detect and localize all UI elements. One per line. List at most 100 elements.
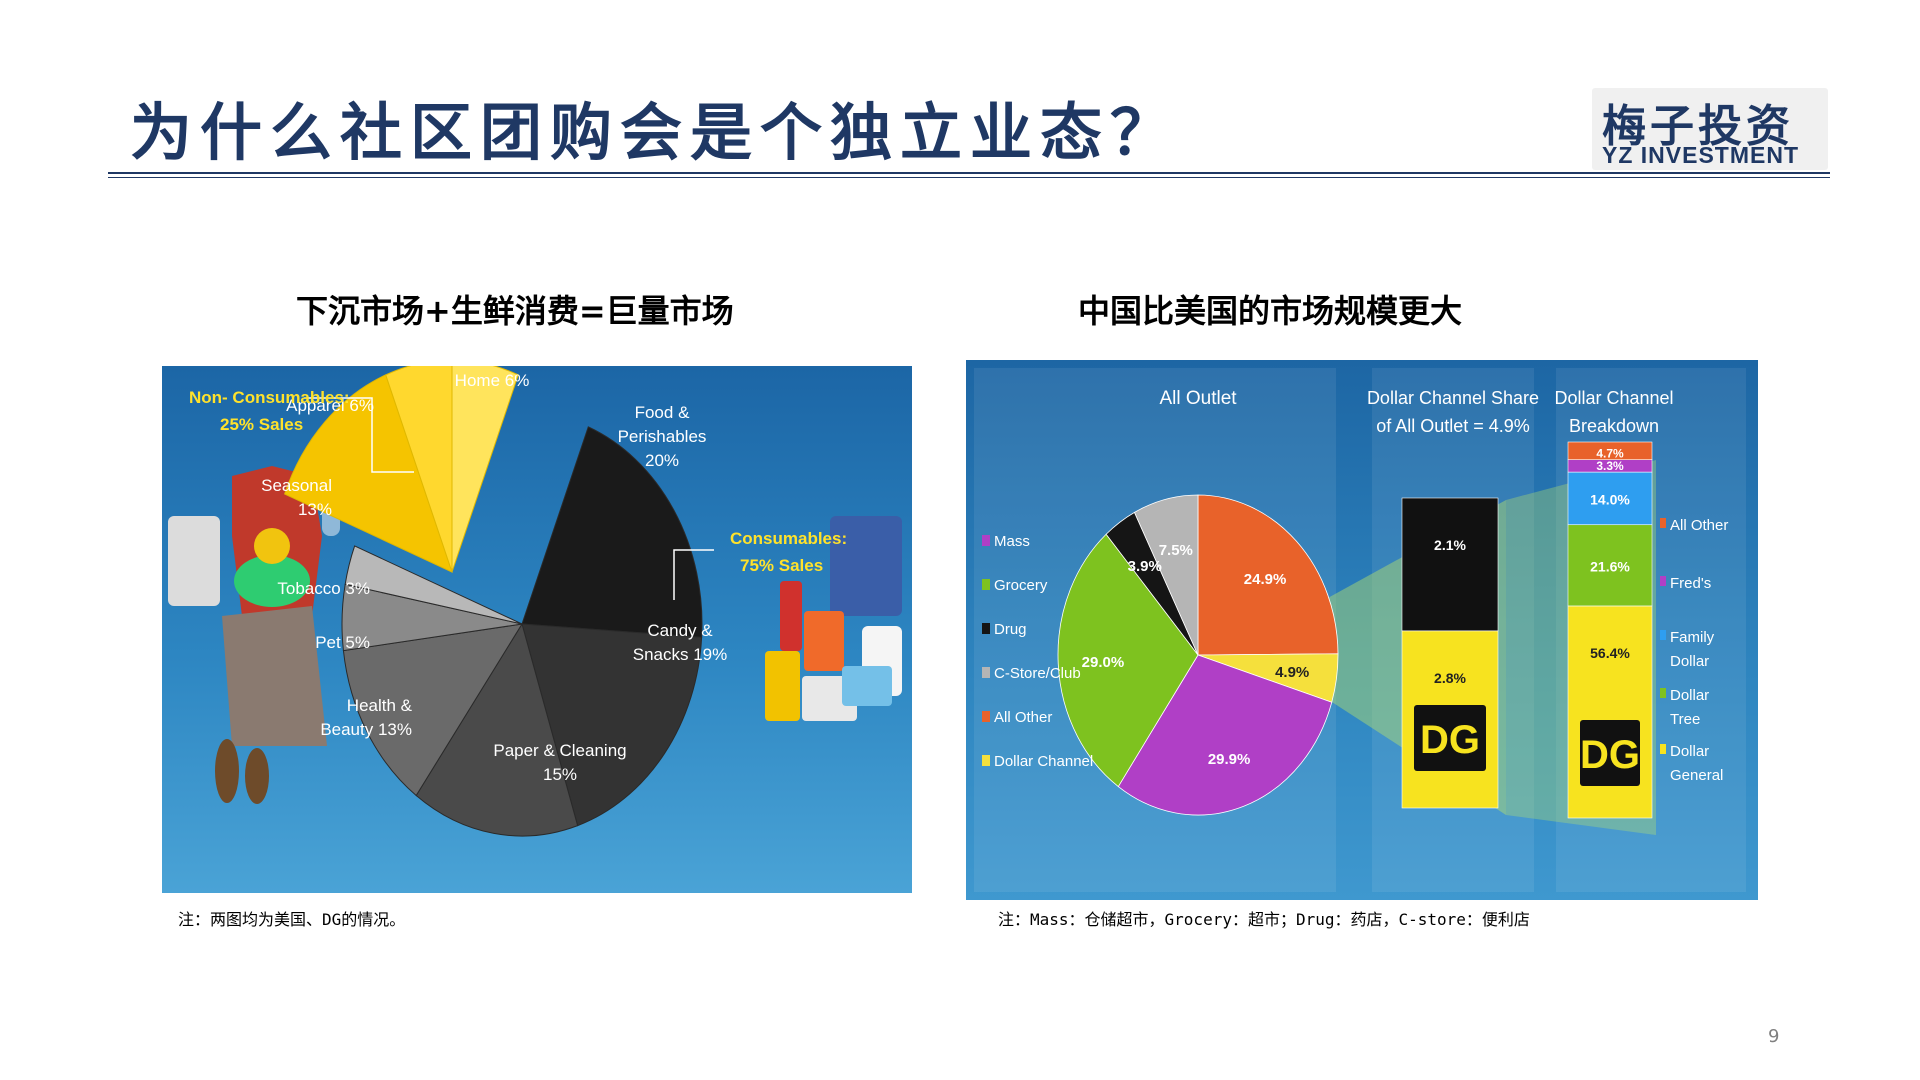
breakdown-legend-label-all-other: All Other — [1670, 517, 1728, 534]
legend-label-dollar-channel: Dollar Channel — [994, 753, 1093, 770]
pie-slice-tobacco — [344, 545, 523, 625]
legend-label-all-other: All Other — [994, 709, 1052, 726]
legend-label-drug: Drug — [994, 621, 1027, 638]
pie-slice-paper-cleaning — [415, 622, 579, 837]
breakdown-legend-swatch-family-dollar — [1660, 630, 1666, 640]
breakdown-legend-swatch-dollar-tree — [1660, 688, 1666, 698]
breakdown-value-all-other: 4.7% — [1596, 447, 1624, 461]
pie-slice-candy-snacks — [521, 623, 703, 827]
breakdown-segment-family-dollar — [1567, 471, 1653, 526]
easter-basket-illustration — [234, 555, 310, 607]
all-outlet-pie — [1057, 494, 1339, 816]
legend-swatch-mass — [982, 535, 990, 546]
breakdown-segment-all-other — [1567, 441, 1653, 460]
title-divider-thin — [108, 177, 1830, 178]
legend-swatch-c-store-club — [982, 667, 990, 678]
dollar-share-title-line2: of All Outlet = 4.9% — [1376, 416, 1530, 436]
non-consumables-callout-line — [304, 397, 414, 473]
breakdown-legend-label-dollar-general: Dollar General — [1670, 743, 1723, 784]
share-dg-badge — [1414, 705, 1486, 771]
pie-labels: Home 6% Food & Perishables 20% Candy & Snacks… — [261, 371, 727, 784]
sandal-illustration — [215, 739, 239, 803]
non-consumables-callout: Non- Consumables: — [189, 388, 350, 407]
pie-label-seasonal: Seasonal 13% — [261, 476, 332, 519]
right-chart-subtitle: 中国比美国的市场规模更大 — [1078, 292, 1463, 330]
breakdown-legend-swatch-fred-s — [1660, 576, 1666, 586]
legend-label-c-store-club: C-Store/Club — [994, 665, 1081, 682]
breakdown-title-line1: Dollar Channel — [1554, 388, 1673, 408]
share-value-other-dollar: 2.1% — [1434, 537, 1466, 553]
share-dg-badge-text: DG — [1420, 718, 1480, 762]
sandal-illustration-2 — [245, 748, 269, 804]
pie-label-tobacco: Tobacco 3% — [277, 579, 370, 598]
outlet-label-drug: 3.9% — [1128, 558, 1162, 575]
title-divider — [108, 172, 1830, 174]
breakdown-value-dollar-tree: 21.6% — [1590, 558, 1630, 574]
non-consumables-callout-share: 25% Sales — [220, 415, 303, 434]
slide-title: 为什么社区团购会是个独立业态？ — [130, 96, 1181, 169]
breakdown-value-dollar-general: 56.4% — [1590, 645, 1630, 661]
chips-illustration — [765, 651, 800, 721]
right-chart-footnote: 注：Mass：仓储超市，Grocery：超市；Drug：药店，C-store：便… — [998, 910, 1530, 929]
breakdown-value-fred-s: 3.3% — [1596, 459, 1624, 473]
dg-category-pie-chart: Home 6% Food & Perishables 20% Candy & Snacks… — [168, 366, 902, 837]
breakdown-legend-label-fred-s: Fred's — [1670, 575, 1711, 592]
pie-label-pet: Pet 5% — [315, 633, 370, 652]
logo-english-text: YZ INVESTMENT — [1602, 142, 1800, 168]
breakdown-title-line2: Breakdown — [1569, 416, 1659, 436]
breakdown-value-family-dollar: 14.0% — [1590, 491, 1630, 507]
breakdown-dg-badge-text: DG — [1580, 733, 1640, 777]
dog-food-illustration — [830, 516, 902, 616]
breakdown-legend: All Other Fred's Family Dollar Dollar Tree Dol… — [1660, 517, 1728, 784]
pie-label-food-perishables: Food & Perishables 20% — [618, 403, 707, 470]
pie-label-health-beauty: Health & Beauty 13% — [320, 696, 412, 739]
outlet-slice-all-other — [1197, 494, 1339, 656]
left-chart-footnote: 注：两图均为美国、DG的情况。 — [178, 910, 406, 929]
pie-slice-apparel — [385, 366, 453, 573]
pie-label-apparel: Apparel 6% — [286, 396, 374, 415]
towels-illustration — [168, 516, 220, 606]
dg-category-chart-panel: Home 6% Food & Perishables 20% Candy & Snacks… — [162, 366, 912, 893]
outlet-label-dollar-channel: 4.9% — [1275, 664, 1309, 681]
outlet-label-c-store-club: 7.5% — [1159, 542, 1193, 559]
outlet-slice-grocery — [1057, 533, 1199, 788]
legend-label-grocery: Grocery — [994, 577, 1048, 594]
breakdown-legend-label-dollar-tree: Dollar Tree — [1670, 687, 1709, 728]
outlet-slice-c-store-club — [1133, 494, 1199, 656]
breakdown-legend-swatch-dollar-general — [1660, 744, 1666, 754]
skirt-illustration — [222, 606, 327, 746]
pie-slice-seasonal — [284, 374, 453, 573]
outlet-label-grocery: 29.0% — [1082, 654, 1125, 671]
breakdown-legend-swatch-all-other — [1660, 518, 1666, 528]
outlet-slice-mass — [1117, 654, 1333, 816]
pie-label-paper-cleaning: Paper & Cleaning 15% — [493, 741, 626, 784]
paper-towel-illustration — [842, 666, 892, 706]
logo-chinese-text: 梅子投资 — [1602, 101, 1794, 152]
page-number: 9 — [1768, 1026, 1780, 1047]
pie-slices — [284, 366, 703, 837]
pie-slice-home — [451, 366, 519, 573]
breakdown-segment-dollar-general — [1567, 605, 1653, 819]
detergent-illustration — [804, 611, 844, 671]
consumables-callout: Consumables: — [730, 529, 847, 548]
breakdown-dg-badge — [1580, 720, 1640, 786]
share-segment-other-dollar — [1401, 497, 1499, 632]
company-logo: 梅子投资 YZ INVESTMENT — [1592, 88, 1828, 170]
all-outlet-title: All Outlet — [1159, 388, 1237, 409]
consumables-callout-line — [673, 549, 714, 600]
outlet-label-all-other: 24.9% — [1244, 571, 1287, 588]
legend-swatch-drug — [982, 623, 990, 634]
outlet-share-chart-panel: All Outlet Dollar Channel Share of All O… — [966, 360, 1758, 900]
left-chart-subtitle: 下沉市场+生鲜消费=巨量市场 — [296, 292, 734, 330]
outlet-label-mass: 29.9% — [1208, 751, 1251, 768]
outlet-share-chart: All Outlet Dollar Channel Share of All O… — [974, 368, 1746, 892]
legend-label-mass: Mass — [994, 533, 1030, 550]
pie-label-candy-snacks: Candy & Snacks 19% — [633, 621, 728, 664]
share-value-dollar-general: 2.8% — [1434, 670, 1466, 686]
dollar-share-bar: 2.8% 2.1% DG — [1401, 497, 1499, 809]
dollar-share-title-line1: Dollar Channel Share — [1367, 388, 1539, 408]
legend-swatch-grocery — [982, 579, 990, 590]
dollar-breakdown-bar: 56.4% 21.6% 14.0% 3.3%4.7% DG — [1567, 441, 1653, 819]
legend-swatch-dollar-channel — [982, 755, 990, 766]
pie-slice-food-perishables — [521, 426, 703, 638]
